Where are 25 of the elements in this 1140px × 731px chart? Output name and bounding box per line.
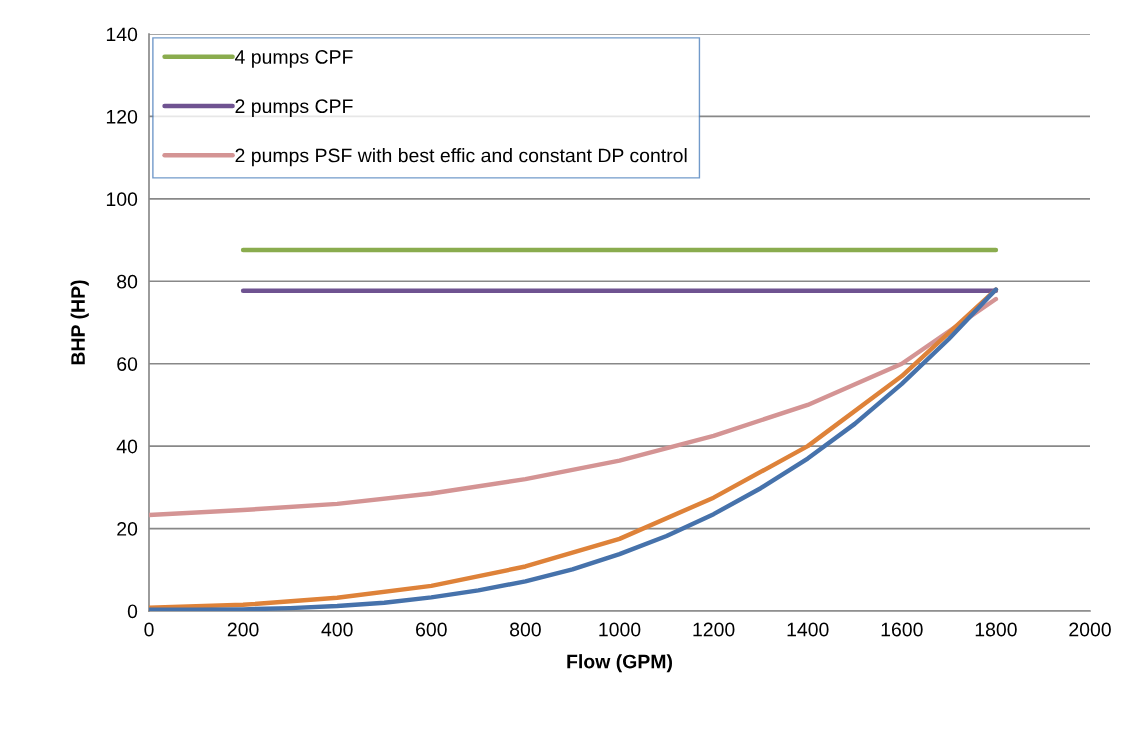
x-tick-label: 1600 — [881, 622, 923, 637]
y-tick-label: 60 — [117, 357, 138, 371]
x-axis-title: Flow (GPM) — [567, 654, 672, 673]
y-tick-label: 120 — [106, 109, 138, 124]
x-tick-label: 600 — [416, 622, 447, 637]
x-tick-label: 1200 — [693, 622, 735, 637]
y-tick-label: 140 — [106, 27, 138, 42]
legend-label: 2 pumps CPF — [235, 99, 353, 117]
legend-label: 2 pumps PSF with best effic and constant DP control — [235, 148, 687, 167]
x-tick-label: 0 — [144, 622, 154, 637]
x-tick-label: 400 — [321, 622, 353, 637]
y-tick-label: 100 — [106, 192, 138, 207]
y-tick-label: 40 — [116, 439, 138, 454]
y-axis-title: BHP (HP) — [70, 280, 89, 365]
x-tick-label: 1800 — [975, 622, 1017, 637]
legend-label: 4 pumps CPF — [235, 50, 353, 68]
x-tick-label: 2000 — [1069, 622, 1111, 637]
x-tick-label: 1000 — [599, 622, 641, 637]
line-series — [149, 296, 999, 518]
x-tick-label: 200 — [227, 622, 259, 637]
y-tick-label: 80 — [117, 274, 138, 289]
y-tick-label: 0 — [127, 604, 138, 619]
y-tick-label: 20 — [117, 522, 138, 536]
x-tick-label: 800 — [510, 622, 541, 637]
x-tick-label: 1400 — [787, 622, 829, 637]
